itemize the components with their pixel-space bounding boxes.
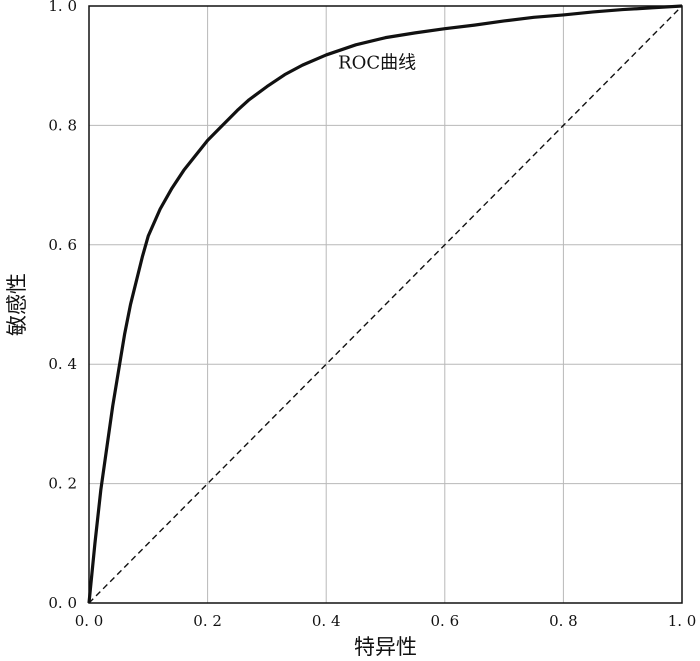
grid-lines (89, 6, 682, 603)
x-tick-label: 1. 0 (668, 612, 697, 630)
x-tick-label: 0. 4 (312, 612, 341, 630)
y-tick-label: 0. 0 (48, 594, 77, 612)
x-tick-label: 0. 0 (75, 612, 104, 630)
x-tick-label: 0. 2 (193, 612, 222, 630)
plot-frame (88, 5, 683, 604)
x-tick-label: 0. 6 (430, 612, 459, 630)
y-tick-label: 0. 2 (48, 475, 77, 493)
tick-labels: 0. 0 0. 2 0. 4 0. 6 0. 8 1. 0 0. 0 0. 2 0. 4 0. 6… (48, 0, 696, 630)
reference-diagonal-line (88, 5, 683, 604)
roc-curve-line (87, 4, 683, 604)
y-tick-label: 0. 6 (48, 236, 77, 254)
series-layer (87, 4, 683, 604)
y-tick-label: 0. 4 (48, 355, 77, 373)
y-tick-label: 1. 0 (48, 0, 77, 15)
x-axis-label: 特异性 (354, 635, 417, 659)
y-axis-label: 敏感性 (5, 273, 29, 336)
y-tick-label: 0. 8 (48, 116, 77, 134)
roc-curve-annotation: ROC曲线 (338, 53, 416, 74)
x-tick-label: 0. 8 (549, 612, 578, 630)
